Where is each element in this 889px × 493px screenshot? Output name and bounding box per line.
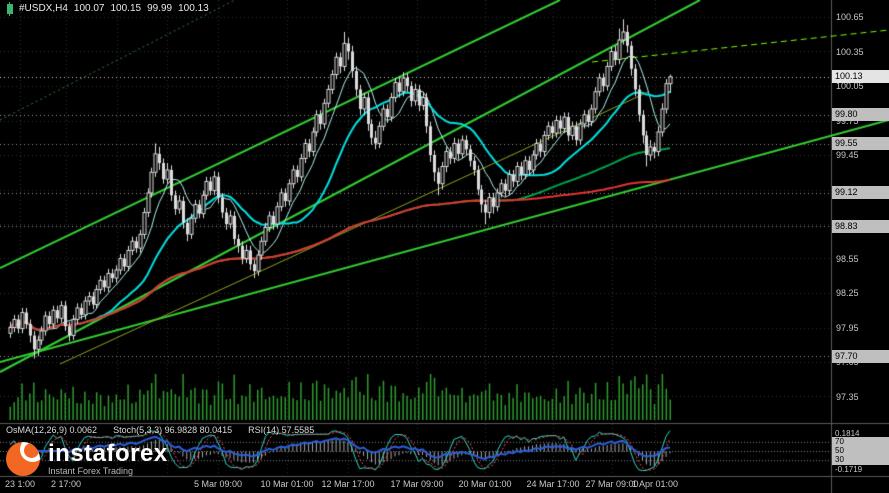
rsi-label: RSI(14) 57.5585 — [248, 425, 315, 435]
level-price-tag: 99.80 — [832, 108, 889, 122]
brand-name: instaforex — [48, 439, 168, 467]
brand-tagline: Instant Forex Trading — [48, 465, 134, 476]
time-label: 2 17:00 — [50, 479, 82, 489]
brand-text: instaforex Instant Forex Trading — [48, 439, 168, 476]
level-price-tag: 98.83 — [832, 219, 889, 233]
ohlc-high: 100.15 — [110, 3, 142, 14]
chart-header: #USDX,H4 100.07 100.15 99.99 100.13 — [7, 1, 209, 16]
ohlc-close: 100.13 — [178, 3, 209, 14]
time-label: 17 Mar 09:00 — [390, 479, 444, 489]
price-tick: 98.55 — [836, 253, 859, 264]
level-price-tag: 99.12 — [832, 186, 889, 200]
level-price-tag: 99.55 — [832, 137, 889, 150]
time-label: 24 Mar 17:00 — [526, 479, 580, 489]
osma-label: OsMA(12,26,9) 0.0062 — [6, 425, 98, 435]
time-label: 12 Mar 17:00 — [321, 479, 375, 489]
price-tick: 100.05 — [836, 81, 864, 91]
ohlc-open: 100.07 — [73, 3, 105, 14]
time-label: 27 Mar 09:00 — [585, 479, 639, 489]
stoch-label: Stoch(5,3,3) 96.9828 80.0415 — [113, 425, 233, 435]
price-tick: 99.45 — [836, 150, 859, 160]
sub-scale-min: -0.1719 — [835, 465, 863, 474]
price-tick: 98.25 — [836, 288, 859, 298]
time-label: 10 Mar 01:00 — [260, 479, 314, 489]
price-tick: 100.35 — [836, 46, 864, 57]
symbol-label: #USDX,H4 — [19, 3, 68, 14]
time-label: 1 Apr 01:00 — [631, 479, 679, 489]
chart-icon — [7, 1, 13, 16]
sub-level-tag: 50 — [832, 446, 889, 456]
time-label: 5 Mar 09:00 — [193, 479, 243, 489]
level-price-tag: 97.70 — [832, 349, 889, 363]
price-tick: 97.35 — [836, 391, 859, 402]
sub-level-tag: 70 — [832, 436, 889, 447]
current-price-tag: 100.13 — [832, 70, 889, 84]
time-label: 23 1:00 — [4, 479, 36, 489]
indicator-labels: OsMA(12,26,9) 0.0062 Stoch(5,3,3) 96.982… — [6, 425, 314, 435]
time-label: 20 Mar 01:00 — [458, 479, 512, 489]
sub-scale-max: 0.1814 — [835, 429, 860, 438]
instaforex-logo: instaforex Instant Forex Trading — [6, 439, 168, 476]
logo-swirl-icon — [6, 442, 40, 476]
price-tick: 97.95 — [836, 322, 859, 333]
price-tick: 100.65 — [836, 12, 864, 22]
sub-level-tag: 30 — [832, 455, 889, 466]
ohlc-low: 99.99 — [147, 3, 173, 14]
